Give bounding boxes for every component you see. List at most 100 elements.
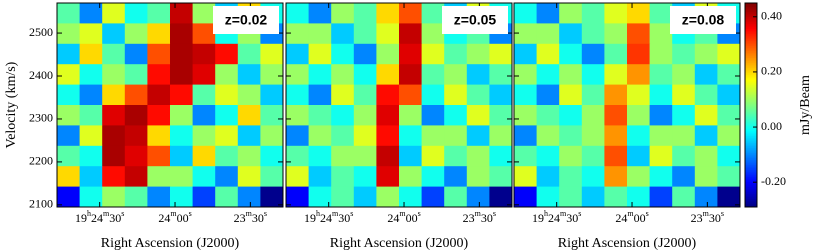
colorbar-step bbox=[745, 164, 757, 167]
heatmap-cell bbox=[536, 3, 560, 24]
heatmap-cell bbox=[260, 64, 284, 86]
heatmap-cell bbox=[147, 186, 171, 208]
heatmap-cell bbox=[124, 84, 148, 106]
heatmap-cell bbox=[717, 125, 741, 147]
panel-label-box bbox=[442, 6, 508, 34]
heatmap-cell bbox=[514, 64, 538, 86]
colorbar-step bbox=[745, 191, 757, 194]
heatmap-cell bbox=[353, 3, 377, 24]
heatmap-cell bbox=[215, 84, 239, 106]
heatmap-cell bbox=[102, 145, 126, 167]
heatmap-cell bbox=[102, 186, 126, 208]
heatmap-cell bbox=[514, 84, 538, 106]
colorbar-step bbox=[745, 161, 757, 164]
heatmap-cell bbox=[604, 84, 628, 106]
heatmap-cell bbox=[466, 105, 490, 126]
colorbar-step bbox=[745, 127, 757, 130]
colorbar-step bbox=[745, 128, 757, 131]
heatmap-cell bbox=[170, 166, 194, 188]
colorbar-step bbox=[745, 137, 757, 140]
heatmap-cell bbox=[147, 145, 171, 167]
heatmap-cell bbox=[627, 125, 651, 147]
heatmap-cell bbox=[399, 64, 423, 86]
heatmap-cell bbox=[353, 145, 377, 167]
heatmap-cell bbox=[192, 125, 216, 147]
heatmap-cell bbox=[147, 23, 171, 45]
heatmap-cell bbox=[489, 186, 513, 208]
heatmap-cell bbox=[57, 3, 81, 24]
heatmap-cell bbox=[308, 166, 332, 188]
heatmap-cell bbox=[421, 43, 445, 65]
heatmap-cell bbox=[694, 64, 718, 86]
heatmap-cell bbox=[649, 125, 673, 147]
heatmap-cell bbox=[466, 166, 490, 188]
heatmap-cell bbox=[79, 3, 103, 24]
heatmap-cell bbox=[514, 186, 538, 208]
heatmap-cell bbox=[649, 64, 673, 86]
colorbar-step bbox=[745, 145, 757, 148]
colorbar-step bbox=[745, 173, 757, 176]
colorbar-step bbox=[745, 115, 757, 118]
heatmap-cell bbox=[353, 105, 377, 126]
heatmap-cell bbox=[627, 23, 651, 45]
heatmap-cell bbox=[444, 84, 468, 106]
colorbar-step bbox=[745, 59, 757, 62]
heatmap-cell bbox=[286, 64, 310, 86]
colorbar-step bbox=[745, 86, 757, 89]
heatmap-cell bbox=[353, 84, 377, 106]
panel-label: z=0.08 bbox=[682, 12, 725, 28]
heatmap-cell bbox=[286, 145, 310, 167]
heatmap-cell bbox=[649, 84, 673, 106]
heatmap-cell bbox=[466, 43, 490, 65]
y-tick-label: 2100 bbox=[29, 197, 53, 211]
heatmap-cell bbox=[672, 186, 696, 208]
colorbar-step bbox=[745, 9, 757, 12]
heatmap-cell bbox=[421, 186, 445, 208]
colorbar-step bbox=[745, 183, 757, 186]
colorbar-step bbox=[745, 150, 757, 154]
colorbar-step bbox=[745, 195, 757, 198]
heatmap-cell bbox=[147, 84, 171, 106]
colorbar-step bbox=[745, 103, 757, 106]
heatmap-cell bbox=[604, 3, 628, 24]
y-tick-label: 2200 bbox=[29, 154, 53, 168]
heatmap-cell bbox=[536, 166, 560, 188]
heatmap-cell bbox=[604, 186, 628, 208]
heatmap-cell bbox=[444, 166, 468, 188]
heatmap-cell bbox=[308, 186, 332, 208]
colorbar-step bbox=[745, 98, 757, 101]
heatmap-cell bbox=[694, 186, 718, 208]
x-axis-label: Right Ascension (J2000) bbox=[558, 236, 697, 250]
heatmap-cell bbox=[399, 84, 423, 106]
heatmap-cell bbox=[581, 186, 605, 208]
colorbar-step bbox=[745, 3, 757, 6]
heatmap-cell bbox=[717, 105, 741, 126]
heatmap-cell bbox=[331, 43, 355, 65]
heatmap-cell bbox=[147, 166, 171, 188]
heatmap-cell bbox=[192, 145, 216, 167]
heatmap-cell bbox=[215, 186, 239, 208]
heatmap-cell bbox=[353, 166, 377, 188]
heatmap-cell bbox=[102, 166, 126, 188]
colorbar-tick-label: 0.00 bbox=[761, 119, 782, 133]
heatmap-cell bbox=[604, 64, 628, 86]
heatmap-cell bbox=[694, 125, 718, 147]
colorbar-step bbox=[745, 149, 757, 152]
panel-frame bbox=[513, 2, 741, 208]
heatmap-cell bbox=[581, 43, 605, 65]
heatmap-cell bbox=[649, 186, 673, 208]
colorbar-step bbox=[745, 105, 757, 108]
colorbar-step bbox=[745, 196, 757, 199]
heatmap-cell bbox=[124, 145, 148, 167]
heatmap-cell bbox=[581, 84, 605, 106]
heatmap-cell bbox=[717, 84, 741, 106]
colorbar-step bbox=[745, 4, 757, 7]
colorbar-step bbox=[745, 157, 757, 160]
heatmap-cell bbox=[170, 105, 194, 126]
colorbar-step bbox=[745, 203, 757, 206]
colorbar-step bbox=[745, 140, 757, 143]
heatmap-cell bbox=[581, 105, 605, 126]
heatmap-cell bbox=[581, 125, 605, 147]
